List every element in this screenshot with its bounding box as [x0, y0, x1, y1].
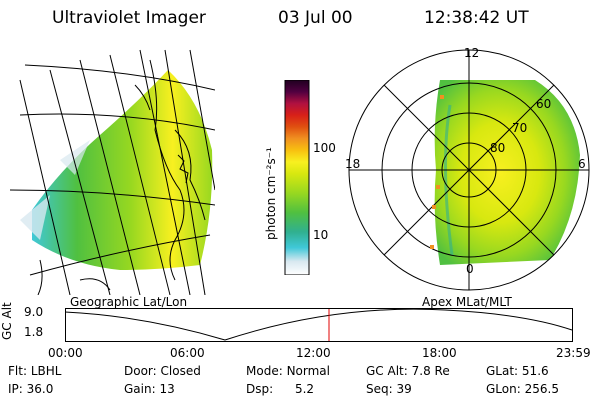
geographic-image — [9, 49, 215, 295]
ip-value: 36.0 — [26, 382, 54, 396]
seq-value: 39 — [396, 382, 412, 396]
glon-value: 256.5 — [524, 382, 559, 396]
time-tick-2359: 23:59 — [556, 346, 591, 360]
mlat-label-70: 70 — [512, 121, 528, 135]
glat-value: 51.6 — [521, 364, 549, 378]
gc-alt-value: 7.8 Re — [411, 364, 450, 378]
gc-alt-tick-low: 1.8 — [24, 325, 44, 339]
time-tick-0000: 00:00 — [48, 346, 83, 360]
mode-value: Normal — [286, 364, 330, 378]
mlat-label-60: 60 — [536, 97, 552, 111]
mlt-label-18: 18 — [345, 157, 361, 171]
colorbar-unit: photon cm⁻²s⁻¹ — [264, 147, 278, 240]
date-label: 03 Jul 00 — [278, 8, 353, 28]
imager-title: Ultraviolet Imager — [52, 8, 206, 28]
dsp-field: Dsp: 5.2 — [246, 382, 315, 396]
dsp-value: 5.2 — [294, 382, 315, 396]
colorbar-tick-100: 100 — [313, 141, 336, 155]
colorbar-tick-10: 10 — [313, 228, 329, 242]
gain-value: 13 — [159, 382, 175, 396]
colorbar — [284, 80, 310, 275]
time-label: 12:38:42 UT — [424, 8, 529, 28]
door-field: Door: Closed — [124, 364, 201, 378]
mlt-label-6: 6 — [578, 157, 586, 171]
aurora-emission-polar — [434, 80, 580, 265]
door-value: Closed — [160, 364, 201, 378]
flt-value: LBHL — [30, 364, 62, 378]
ip-field: IP: 36.0 — [8, 382, 54, 396]
flt-field: Flt: LBHL — [8, 364, 62, 378]
geographic-label: Geographic Lat/Lon — [70, 295, 188, 309]
time-tick-1800: 18:00 — [422, 346, 457, 360]
gc-alt-axis-title: GC Alt — [0, 302, 14, 340]
gain-field: Gain: 13 — [124, 382, 175, 396]
orbit-timeline — [65, 308, 573, 342]
glat-field: GLat: 51.6 — [486, 364, 549, 378]
polar-plot — [348, 49, 590, 291]
gc-alt-tick-high: 9.0 — [24, 305, 44, 319]
mode-field: Mode: Normal — [246, 364, 330, 378]
apex-label: Apex MLat/MLT — [422, 295, 512, 309]
aurora-emission-geo — [32, 70, 213, 270]
time-tick-0600: 06:00 — [170, 346, 205, 360]
mlt-label-12: 12 — [464, 46, 480, 60]
mlt-label-0: 0 — [466, 262, 474, 276]
mlat-label-80: 80 — [490, 141, 506, 155]
glon-field: GLon: 256.5 — [486, 382, 559, 396]
gc-alt-field: GC Alt: 7.8 Re — [366, 364, 450, 378]
time-tick-1200: 12:00 — [296, 346, 331, 360]
seq-field: Seq: 39 — [366, 382, 412, 396]
